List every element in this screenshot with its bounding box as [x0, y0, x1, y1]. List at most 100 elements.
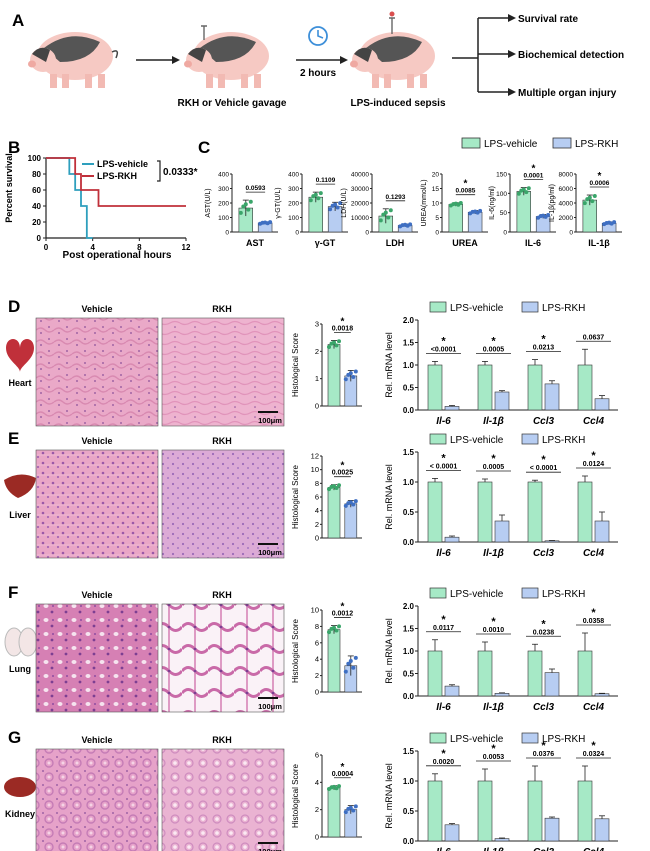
y-tick-label: 0.5	[403, 384, 415, 393]
organ-label: Heart	[8, 378, 31, 388]
organ-label: Kidney	[5, 809, 35, 819]
mrna-legend: LPS-vehicle LPS-RKH	[429, 732, 585, 745]
pig-icon	[350, 11, 435, 88]
p-value: < 0.0001	[530, 465, 558, 472]
data-point	[334, 485, 339, 490]
bar	[427, 364, 443, 411]
y-tick-label: 0	[503, 230, 507, 237]
data-point	[337, 339, 341, 344]
bar	[477, 650, 493, 697]
data-point	[328, 207, 333, 212]
data-point	[332, 340, 336, 345]
bar	[594, 520, 610, 543]
y-tick-label: 8000	[559, 172, 574, 179]
bar	[308, 196, 323, 233]
bar	[544, 383, 560, 411]
significance-star: *	[491, 335, 496, 347]
histology-score-chart: 0 1 2 3 0.0018* Histological Score	[291, 316, 362, 411]
data-point	[327, 630, 331, 635]
category-label: UREA	[452, 238, 478, 248]
y-tick-label: 200	[218, 201, 229, 208]
p-value: 0.0004	[332, 771, 354, 778]
p-value: 0.1293	[386, 194, 406, 201]
heart-shape	[6, 339, 34, 372]
data-point	[346, 661, 351, 666]
significance-star: *	[441, 452, 446, 464]
data-point	[338, 201, 343, 206]
chart-IL-1β: 0 2000 4000 6000 8000 0.0006* IL-1β IL-1β(pg/ml…	[549, 171, 622, 248]
p-value: < 0.0001	[430, 463, 458, 470]
category-label: Il-6	[436, 548, 451, 559]
y-tick-label: 0.5	[403, 670, 415, 679]
p-value: 0.0637	[583, 334, 605, 341]
bar	[544, 672, 560, 697]
bar	[516, 191, 532, 233]
data-point	[268, 220, 273, 225]
bar	[448, 204, 463, 233]
y-tick-label: 1.5	[403, 747, 415, 756]
p-value: 0.0018	[332, 325, 354, 332]
y-tick-label: 60	[32, 186, 41, 195]
y-tick-label: 2	[315, 520, 319, 529]
y-tick-label: 0	[225, 230, 229, 237]
data-point	[348, 805, 353, 810]
legend-swatch-vehicle	[429, 587, 447, 599]
y-tick-label: 20	[432, 172, 440, 179]
y-tick-label: 6	[315, 493, 319, 502]
category-label: IL-6	[525, 238, 541, 248]
significance-star: *	[441, 614, 446, 626]
data-point	[612, 220, 617, 225]
category-label: Ccl3	[533, 702, 555, 713]
p-value: 0.0324	[583, 751, 605, 758]
chart-LDH: 0 10000 20000 30000 40000 0.1293 LDH LDH(U/L)	[341, 172, 418, 248]
x-tick-label: 0	[44, 243, 49, 252]
y-tick-label: 0.0	[403, 837, 415, 846]
survival-chart: 0 20 40 60 80 100 0 4 8 12	[28, 154, 191, 252]
data-point	[351, 665, 356, 670]
y-tick-label: 200	[288, 201, 299, 208]
histology-score-chart: 0 2 4 6 0.0004* Histological Score	[291, 751, 362, 842]
survival-legend: LPS-vehicle LPS-RKH 0.0333*	[82, 159, 198, 182]
mrna-chart: 0.00.51.01.5< 0.0001*Il-60.0005*Il-1β< 0…	[384, 448, 618, 559]
legend-swatch-vehicle	[429, 732, 447, 744]
p-value: 0.0085	[456, 188, 476, 195]
legend-vehicle: LPS-vehicle	[450, 589, 504, 600]
significance-star: *	[441, 335, 446, 347]
bar	[594, 818, 610, 842]
histology-image-rkh	[161, 449, 285, 559]
legend-vehicle: LPS-vehicle	[97, 159, 148, 169]
y-tick-label: 10	[311, 465, 319, 474]
data-point	[337, 624, 341, 629]
y-tick-label: 5	[435, 215, 439, 222]
organ-label: Lung	[9, 664, 31, 674]
panel-label: F	[8, 583, 18, 602]
category-label: Ccl4	[583, 847, 605, 851]
data-point	[308, 198, 313, 203]
legend-swatch-rkh	[521, 433, 539, 445]
histology-image-rkh	[161, 748, 285, 851]
significance-star: *	[598, 171, 602, 182]
data-point	[521, 187, 526, 192]
bar	[494, 391, 510, 411]
y-tick-label: 50	[500, 210, 508, 217]
y-tick-label: 100	[28, 154, 42, 163]
data-point	[408, 222, 413, 227]
bar	[594, 398, 610, 411]
legend-swatch-vehicle	[429, 301, 447, 313]
category-label: γ-GT	[315, 238, 336, 248]
bar	[327, 487, 341, 539]
y-axis-label: Histological Score	[291, 763, 300, 828]
panel-label: E	[8, 429, 19, 448]
chart-IL-6: 0 50 100 150 0.0001* IL-6 IL-6(ng/ml)	[489, 164, 556, 248]
y-tick-label: 0.0	[403, 538, 415, 547]
y-tick-label: 0	[365, 230, 369, 237]
p-value: 0.0053	[483, 754, 505, 761]
y-tick-label: 20000	[351, 201, 369, 208]
step-gavage: RKH or Vehicle gavage	[178, 98, 287, 109]
image-title-vehicle: Vehicle	[81, 735, 112, 745]
data-point	[246, 207, 251, 212]
y-tick-label: 40	[32, 202, 41, 211]
category-label: Ccl3	[533, 416, 555, 427]
y-tick-label: 400	[288, 172, 299, 179]
data-point	[238, 210, 243, 215]
